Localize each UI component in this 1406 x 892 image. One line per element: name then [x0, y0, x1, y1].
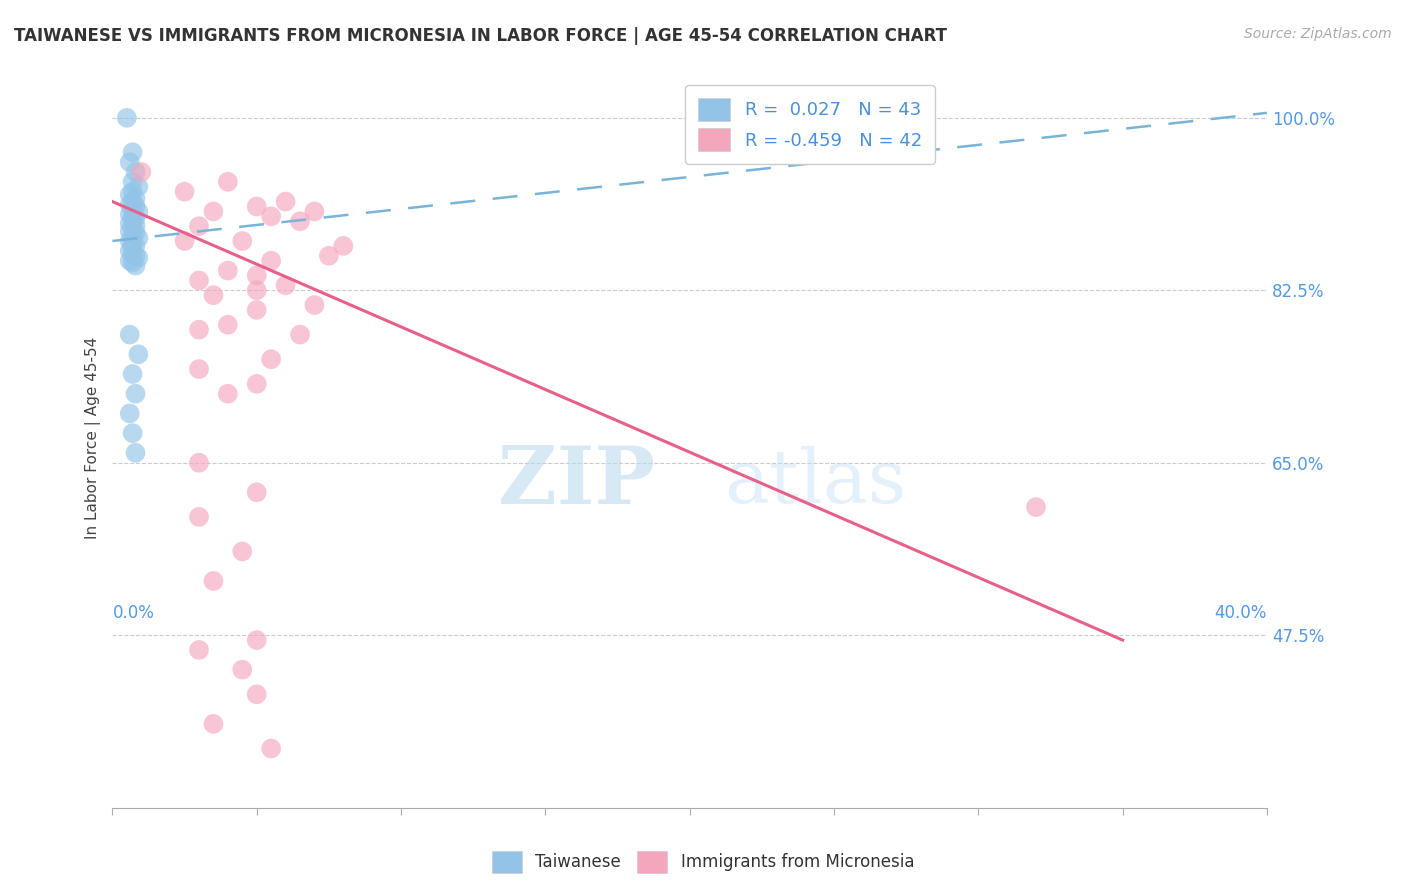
Point	[124, 259, 146, 273]
Point	[124, 199, 146, 213]
Point	[121, 202, 143, 217]
Point	[127, 347, 149, 361]
Text: Source: ZipAtlas.com: Source: ZipAtlas.com	[1244, 27, 1392, 41]
Point	[188, 362, 211, 376]
Point	[124, 446, 146, 460]
Text: TAIWANESE VS IMMIGRANTS FROM MICRONESIA IN LABOR FORCE | AGE 45-54 CORRELATION C: TAIWANESE VS IMMIGRANTS FROM MICRONESIA …	[14, 27, 948, 45]
Text: 0.0%: 0.0%	[112, 605, 155, 623]
Point	[274, 278, 297, 293]
Point	[124, 249, 146, 263]
Point	[118, 155, 141, 169]
Point	[118, 234, 141, 248]
Point	[288, 327, 311, 342]
Point	[127, 251, 149, 265]
Point	[246, 485, 269, 500]
Point	[118, 197, 141, 211]
Point	[124, 386, 146, 401]
Point	[188, 643, 211, 657]
Point	[121, 255, 143, 269]
Y-axis label: In Labor Force | Age 45-54: In Labor Force | Age 45-54	[86, 337, 101, 539]
Text: 40.0%: 40.0%	[1215, 605, 1267, 623]
Point	[260, 210, 283, 224]
Point	[260, 352, 283, 367]
Point	[173, 234, 195, 248]
Point	[127, 231, 149, 245]
Point	[231, 544, 253, 558]
Point	[127, 179, 149, 194]
Point	[124, 226, 146, 240]
Point	[318, 249, 340, 263]
Point	[121, 145, 143, 160]
Point	[121, 229, 143, 244]
Point	[121, 235, 143, 250]
Point	[274, 194, 297, 209]
Point	[121, 210, 143, 224]
Point	[246, 687, 269, 701]
Point	[1025, 500, 1047, 514]
Point	[173, 185, 195, 199]
Point	[121, 367, 143, 381]
Point	[202, 288, 225, 302]
Point	[260, 741, 283, 756]
Point	[246, 268, 269, 283]
Point	[121, 194, 143, 209]
Point	[121, 221, 143, 235]
Point	[202, 716, 225, 731]
Point	[118, 207, 141, 221]
Text: ZIP: ZIP	[498, 443, 655, 522]
Point	[202, 574, 225, 588]
Point	[246, 199, 269, 213]
Point	[115, 111, 138, 125]
Point	[121, 214, 143, 228]
Point	[260, 253, 283, 268]
Point	[124, 192, 146, 206]
Point	[121, 185, 143, 199]
Point	[118, 327, 141, 342]
Point	[188, 273, 211, 287]
Point	[217, 318, 239, 332]
Legend: R =  0.027   N = 43, R = -0.459   N = 42: R = 0.027 N = 43, R = -0.459 N = 42	[685, 85, 935, 164]
Point	[231, 663, 253, 677]
Point	[129, 165, 152, 179]
Point	[304, 298, 326, 312]
Point	[246, 283, 269, 297]
Point	[188, 219, 211, 234]
Point	[127, 204, 149, 219]
Point	[118, 187, 141, 202]
Point	[118, 253, 141, 268]
Point	[217, 263, 239, 277]
Point	[124, 165, 146, 179]
Point	[124, 219, 146, 234]
Point	[188, 509, 211, 524]
Point	[217, 175, 239, 189]
Point	[118, 224, 141, 238]
Point	[124, 211, 146, 226]
Point	[217, 386, 239, 401]
Point	[121, 175, 143, 189]
Point	[202, 204, 225, 219]
Point	[121, 241, 143, 255]
Legend: Taiwanese, Immigrants from Micronesia: Taiwanese, Immigrants from Micronesia	[485, 845, 921, 880]
Point	[118, 244, 141, 258]
Point	[121, 247, 143, 261]
Point	[188, 456, 211, 470]
Point	[118, 216, 141, 230]
Point	[231, 234, 253, 248]
Point	[246, 633, 269, 648]
Point	[124, 239, 146, 253]
Point	[246, 376, 269, 391]
Text: atlas: atlas	[724, 446, 907, 519]
Point	[332, 239, 354, 253]
Point	[188, 323, 211, 337]
Point	[118, 406, 141, 420]
Point	[246, 302, 269, 317]
Point	[121, 426, 143, 441]
Point	[304, 204, 326, 219]
Point	[288, 214, 311, 228]
